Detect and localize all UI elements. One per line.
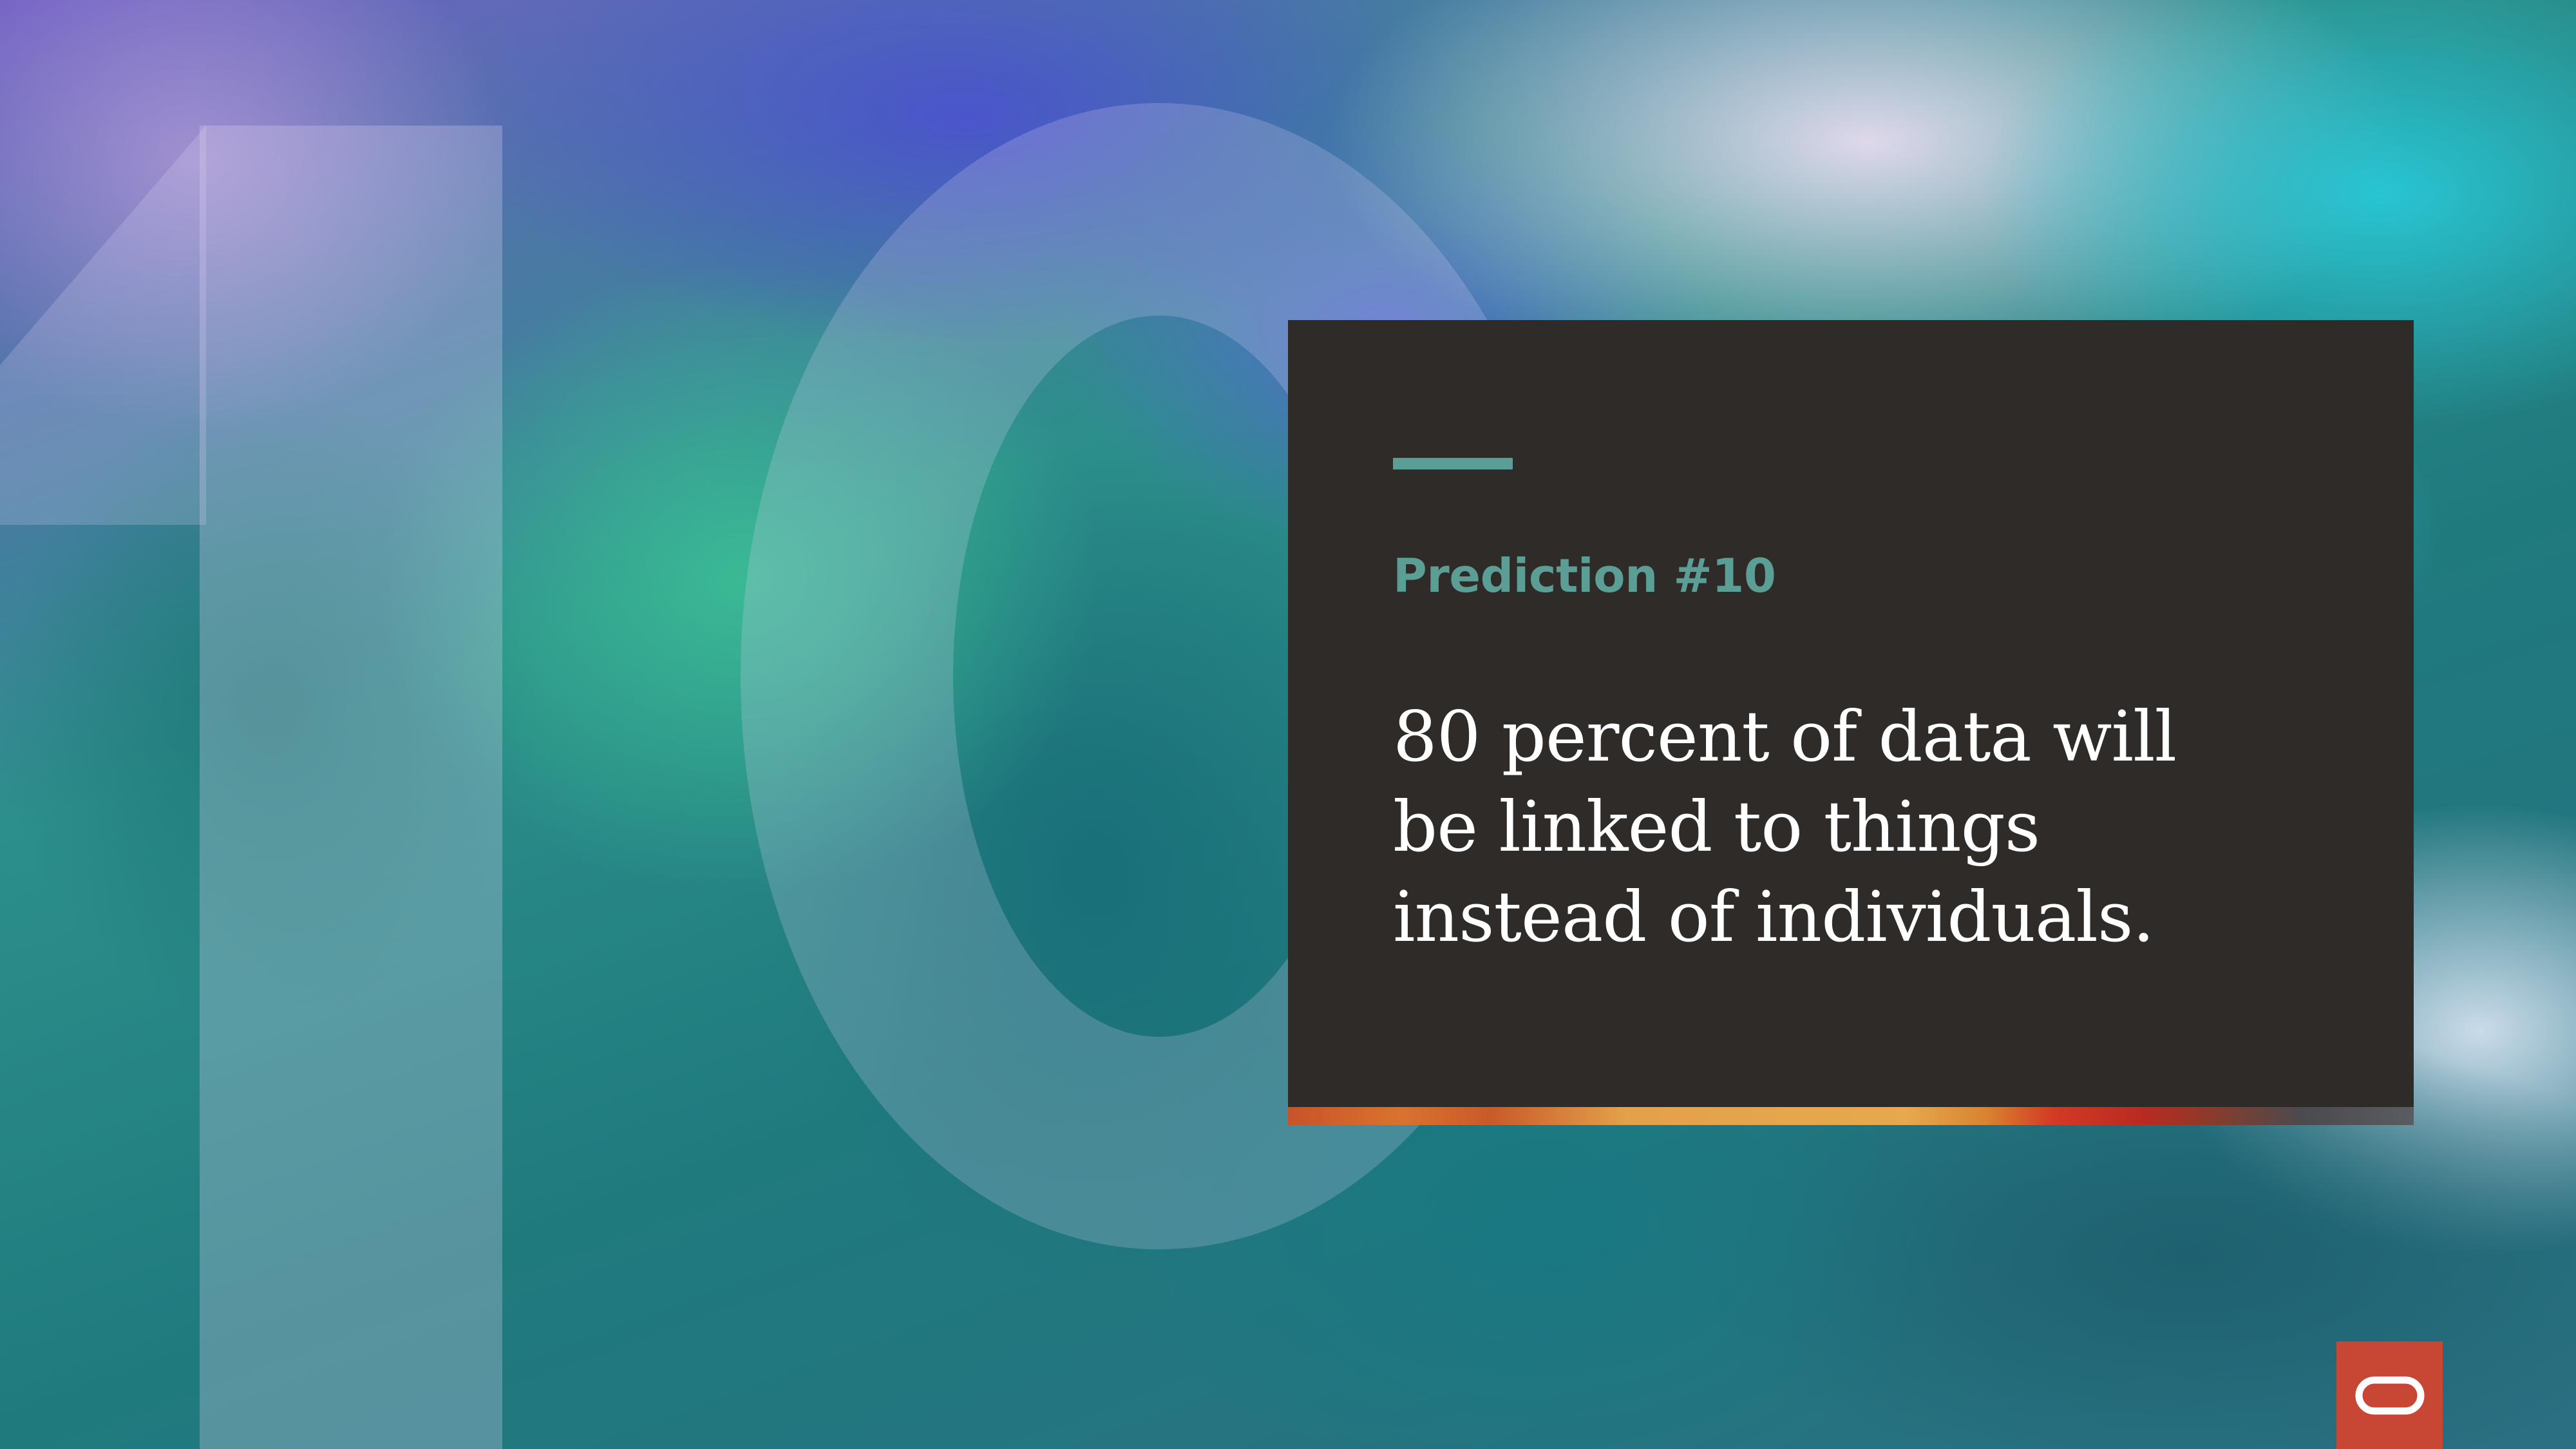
headline-line: 80 percent of data will bbox=[1393, 697, 2177, 777]
headline-line: instead of individuals. bbox=[1393, 877, 2155, 958]
accent-bar bbox=[1393, 458, 1513, 469]
decorative-color-strip bbox=[1288, 1107, 2414, 1125]
ghost-numeral-one bbox=[200, 126, 502, 1449]
prediction-headline: 80 percent of data will be linked to thi… bbox=[1393, 692, 2346, 963]
oracle-logo-icon bbox=[2336, 1341, 2443, 1449]
prediction-eyebrow: Prediction #10 bbox=[1393, 549, 1776, 603]
prediction-card: Prediction #10 80 percent of data will b… bbox=[1288, 320, 2414, 1107]
oracle-o-mark bbox=[2355, 1376, 2424, 1414]
headline-line: be linked to things bbox=[1393, 787, 2040, 867]
